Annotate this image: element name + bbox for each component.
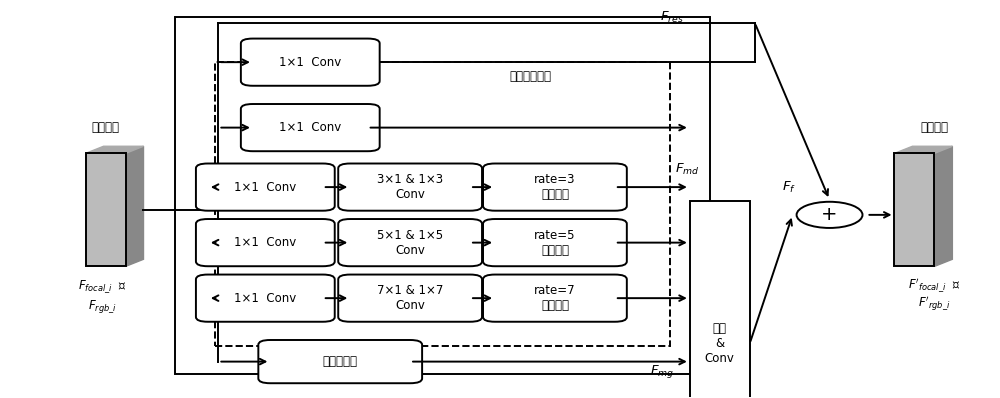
Text: 输入特征: 输入特征 [92, 121, 120, 134]
Text: 级联
&
Conv: 级联 & Conv [705, 322, 735, 365]
Text: 多重图卷积: 多重图卷积 [323, 355, 358, 368]
Text: rate=5
空洞卷积: rate=5 空洞卷积 [534, 228, 576, 257]
Text: $F_{md}$: $F_{md}$ [675, 162, 699, 177]
FancyBboxPatch shape [196, 275, 335, 322]
Polygon shape [894, 146, 952, 153]
FancyBboxPatch shape [338, 164, 482, 211]
Text: $F_{focal\_i}$  或: $F_{focal\_i}$ 或 [78, 278, 127, 295]
Text: rate=3
空洞卷积: rate=3 空洞卷积 [534, 173, 576, 201]
FancyBboxPatch shape [258, 340, 422, 383]
FancyBboxPatch shape [483, 275, 627, 322]
Bar [86, 153, 126, 266]
Text: 1×1  Conv: 1×1 Conv [234, 292, 296, 304]
Text: 多重空洞卷积: 多重空洞卷积 [509, 70, 551, 83]
Text: $F'_{rgb\_i}$: $F'_{rgb\_i}$ [918, 295, 951, 313]
Bar [894, 153, 934, 266]
Text: 输出特征: 输出特征 [920, 121, 948, 134]
FancyBboxPatch shape [338, 219, 482, 266]
Bar [215, 62, 670, 346]
Text: rate=7
空洞卷积: rate=7 空洞卷积 [534, 284, 576, 312]
Text: 5×1 & 1×5
Conv: 5×1 & 1×5 Conv [377, 228, 443, 257]
Text: $F_{res}$: $F_{res}$ [660, 10, 684, 25]
FancyBboxPatch shape [483, 164, 627, 211]
Text: 1×1  Conv: 1×1 Conv [234, 181, 296, 193]
Text: 3×1 & 1×3
Conv: 3×1 & 1×3 Conv [377, 173, 443, 201]
Text: 1×1  Conv: 1×1 Conv [279, 121, 341, 134]
Bar [175, 17, 710, 373]
FancyBboxPatch shape [196, 219, 335, 266]
Text: +: + [821, 205, 838, 224]
Text: 1×1  Conv: 1×1 Conv [234, 236, 296, 249]
Polygon shape [126, 146, 143, 266]
FancyBboxPatch shape [241, 39, 380, 86]
FancyBboxPatch shape [196, 164, 335, 211]
FancyBboxPatch shape [241, 104, 380, 151]
Text: $F_{f}$: $F_{f}$ [782, 179, 796, 195]
Text: $F_{mg}$: $F_{mg}$ [650, 363, 674, 380]
Text: $F'_{focal\_i}$  或: $F'_{focal\_i}$ 或 [908, 277, 961, 295]
Polygon shape [86, 146, 143, 153]
FancyBboxPatch shape [483, 219, 627, 266]
FancyBboxPatch shape [338, 275, 482, 322]
Polygon shape [934, 146, 952, 266]
Bar [690, 201, 750, 398]
Text: $F_{rgb\_i}$: $F_{rgb\_i}$ [88, 298, 117, 314]
Text: 1×1  Conv: 1×1 Conv [279, 56, 341, 69]
Text: 7×1 & 1×7
Conv: 7×1 & 1×7 Conv [377, 284, 443, 312]
Circle shape [797, 202, 862, 228]
